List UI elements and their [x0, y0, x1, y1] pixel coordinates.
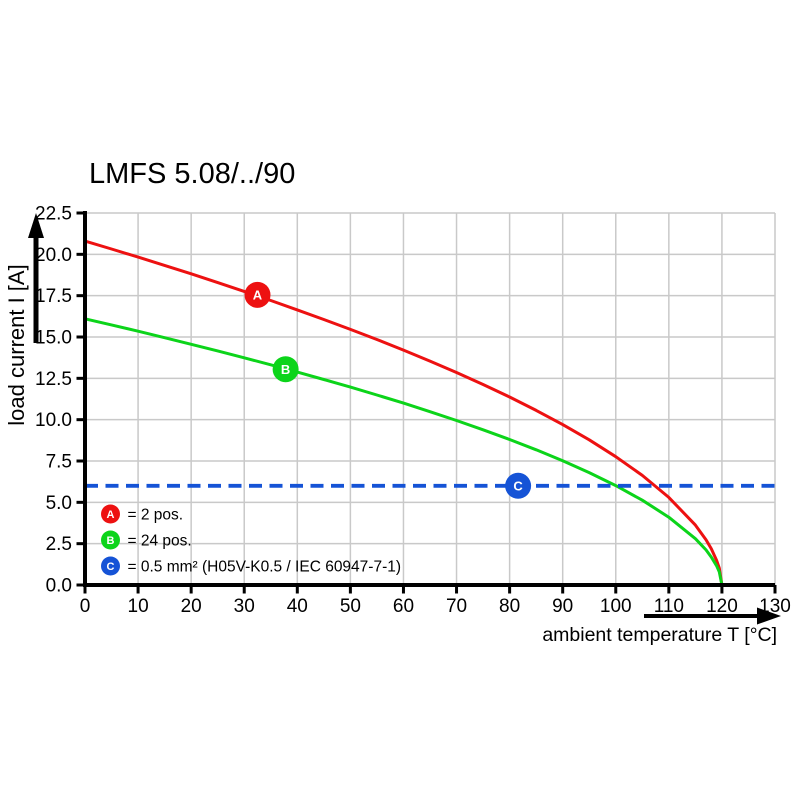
x-tick-label: 40 — [287, 596, 308, 617]
curve-marker-letter: C — [513, 479, 523, 494]
legend-marker-b-icon — [101, 530, 120, 550]
x-tick-label: 30 — [234, 596, 255, 617]
curve-a — [84, 239, 724, 586]
y-axis-title: load current I [A] — [4, 264, 29, 425]
x-tick-label: 60 — [393, 596, 414, 617]
tick-marks-and-labels: 0 10 20 30 40 50 60 70 80 90 100 110 120 1300.02.55.0… — [35, 204, 791, 618]
legend-label-a: = 2 pos. — [128, 507, 184, 524]
legend-marker-c-icon — [101, 556, 120, 576]
legend: A = 2 pos. B = 24 pos. C = 0.5 mm² (H05V… — [101, 504, 402, 576]
curve-marker-letter: B — [281, 362, 290, 377]
y-tick-label: 5.0 — [46, 493, 72, 514]
axes — [83, 211, 775, 587]
x-tick-label: 100 — [600, 596, 632, 617]
x-tick-label: 110 — [654, 596, 684, 617]
x-axis-title-group: ambient temperature T [°C] — [542, 607, 781, 646]
x-axis-title: ambient temperature T [°C] — [542, 624, 777, 646]
y-tick-label: 10.0 — [35, 410, 72, 431]
y-tick-label: 17.5 — [35, 286, 72, 307]
chart-title: LMFS 5.08/../90 — [89, 158, 296, 190]
y-tick-label: 15.0 — [35, 328, 72, 349]
y-tick-label: 2.5 — [46, 534, 72, 555]
y-axis-title-group: load current I [A] — [4, 213, 44, 426]
legend-marker-b-letter: B — [107, 535, 115, 547]
legend-item-c: C = 0.5 mm² (H05V-K0.5 / IEC 60947-7-1) — [101, 556, 402, 576]
y-tick-label: 12.5 — [35, 369, 72, 390]
curves — [84, 239, 775, 586]
x-tick-label: 50 — [340, 596, 361, 617]
y-tick-label: 0.0 — [46, 576, 72, 597]
legend-marker-a-icon — [101, 504, 120, 524]
x-axis-arrow-icon — [757, 607, 781, 625]
x-tick-label: 70 — [446, 596, 467, 617]
legend-item-b: B = 24 pos. — [101, 530, 192, 550]
y-tick-label: 7.5 — [46, 452, 72, 473]
legend-marker-c-letter: C — [107, 561, 115, 573]
y-axis-arrow-icon — [28, 213, 44, 238]
x-tick-label: 80 — [499, 596, 520, 617]
grid-lines — [85, 212, 776, 585]
x-tick-label: 20 — [181, 596, 202, 617]
legend-item-a: A = 2 pos. — [101, 504, 184, 524]
x-tick-label: 90 — [552, 596, 573, 617]
curve-b — [84, 317, 724, 586]
curve-marker-a-icon — [244, 281, 271, 308]
legend-marker-a-letter: A — [107, 509, 115, 521]
curve-markers: A B C — [244, 281, 532, 499]
legend-label-c: = 0.5 mm² (H05V-K0.5 / IEC 60947-7-1) — [128, 559, 402, 576]
y-tick-label: 22.5 — [35, 204, 72, 225]
x-tick-label: 120 — [706, 596, 738, 617]
legend-label-b: = 24 pos. — [128, 533, 192, 550]
x-tick-label: 10 — [128, 596, 149, 617]
curve-marker-b-icon — [272, 356, 299, 383]
curve-marker-letter: A — [253, 288, 263, 303]
curve-marker-c-icon — [505, 472, 532, 499]
y-tick-label: 20.0 — [35, 245, 72, 266]
x-tick-label: 0 — [80, 596, 91, 617]
